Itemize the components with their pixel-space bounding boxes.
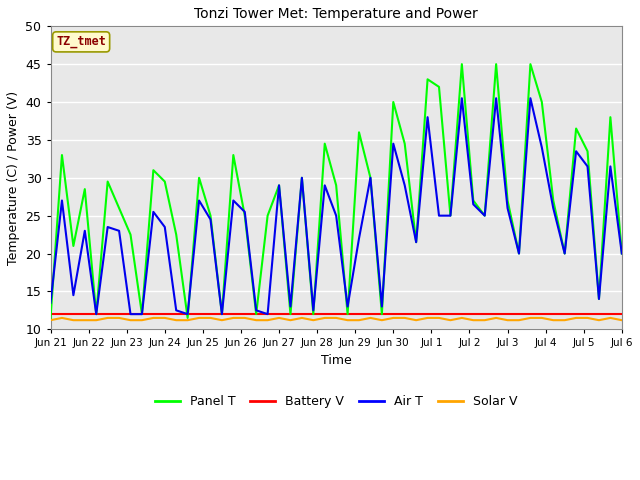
Y-axis label: Temperature (C) / Power (V): Temperature (C) / Power (V) bbox=[7, 91, 20, 265]
X-axis label: Time: Time bbox=[321, 354, 351, 367]
Title: Tonzi Tower Met: Temperature and Power: Tonzi Tower Met: Temperature and Power bbox=[195, 7, 478, 21]
Legend: Panel T, Battery V, Air T, Solar V: Panel T, Battery V, Air T, Solar V bbox=[150, 390, 523, 413]
Text: TZ_tmet: TZ_tmet bbox=[56, 36, 106, 48]
